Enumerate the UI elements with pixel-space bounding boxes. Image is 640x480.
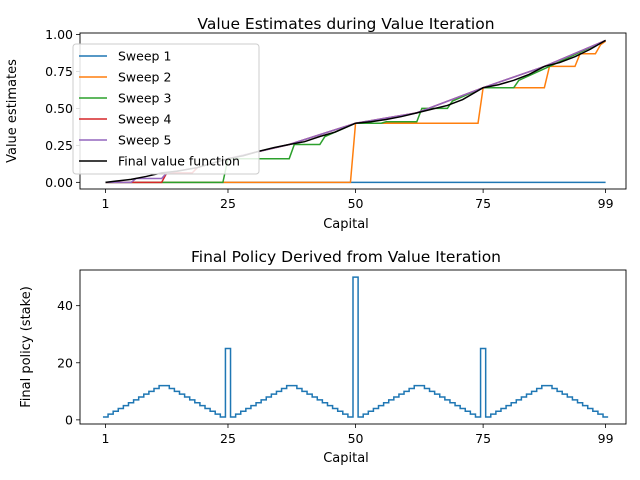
legend-label-sweep-4: Sweep 4	[118, 112, 171, 127]
x-axis-ticks: 1 25 50 75 99	[102, 189, 614, 211]
y-tick-label: 0.00	[45, 175, 73, 190]
series-group	[102, 276, 609, 418]
legend-label-sweep-3: Sweep 3	[118, 91, 171, 106]
x-tick-label: 75	[475, 196, 491, 211]
y-tick-label: 0.75	[45, 64, 73, 79]
x-tick-label: 25	[220, 196, 236, 211]
plot-frame	[79, 269, 627, 425]
chart-title: Value Estimates during Value Iteration	[197, 15, 494, 33]
y-axis-label: Value estimates	[5, 59, 20, 163]
series-line-policy	[102, 276, 609, 418]
y-tick-label: 0.25	[45, 138, 73, 153]
x-axis-ticks: 1 25 50 75 99	[102, 424, 614, 446]
x-tick-label: 25	[220, 431, 236, 446]
y-axis-label: Final policy (stake)	[19, 286, 34, 408]
y-tick-label: 20	[57, 355, 73, 370]
x-tick-label: 50	[348, 196, 364, 211]
legend-label-sweep-1: Sweep 1	[118, 49, 171, 64]
y-tick-label: 0.50	[45, 101, 73, 116]
x-tick-label: 99	[598, 196, 614, 211]
legend-label-final-value-function: Final value function	[118, 154, 240, 169]
x-tick-label: 50	[348, 431, 364, 446]
x-axis-label: Capital	[323, 451, 369, 466]
y-tick-label: 40	[57, 298, 73, 313]
legend-label-sweep-5: Sweep 5	[118, 133, 171, 148]
x-tick-label: 99	[598, 431, 614, 446]
legend-frame	[72, 43, 260, 175]
legend: Sweep 1 Sweep 2 Sweep 3 Sweep 4 Sweep 5 Final…	[72, 43, 260, 175]
y-axis-ticks: 0 20 40	[57, 298, 80, 427]
x-tick-label: 1	[102, 196, 110, 211]
final-policy-chart: Final Policy Derived from Value Iteratio…	[19, 248, 627, 466]
value-estimates-chart: Value Estimates during Value Iteration 1…	[5, 15, 627, 232]
y-tick-label: 1.00	[45, 27, 73, 42]
y-tick-label: 0	[65, 412, 73, 427]
chart-title: Final Policy Derived from Value Iteratio…	[191, 248, 501, 266]
legend-label-sweep-2: Sweep 2	[118, 70, 171, 85]
x-axis-label: Capital	[323, 217, 369, 232]
y-axis-ticks: 0.00 0.25 0.50 0.75 1.00	[45, 27, 80, 190]
series-line-sweep-3	[105, 39, 606, 184]
x-tick-label: 1	[102, 431, 110, 446]
x-tick-label: 75	[475, 431, 491, 446]
